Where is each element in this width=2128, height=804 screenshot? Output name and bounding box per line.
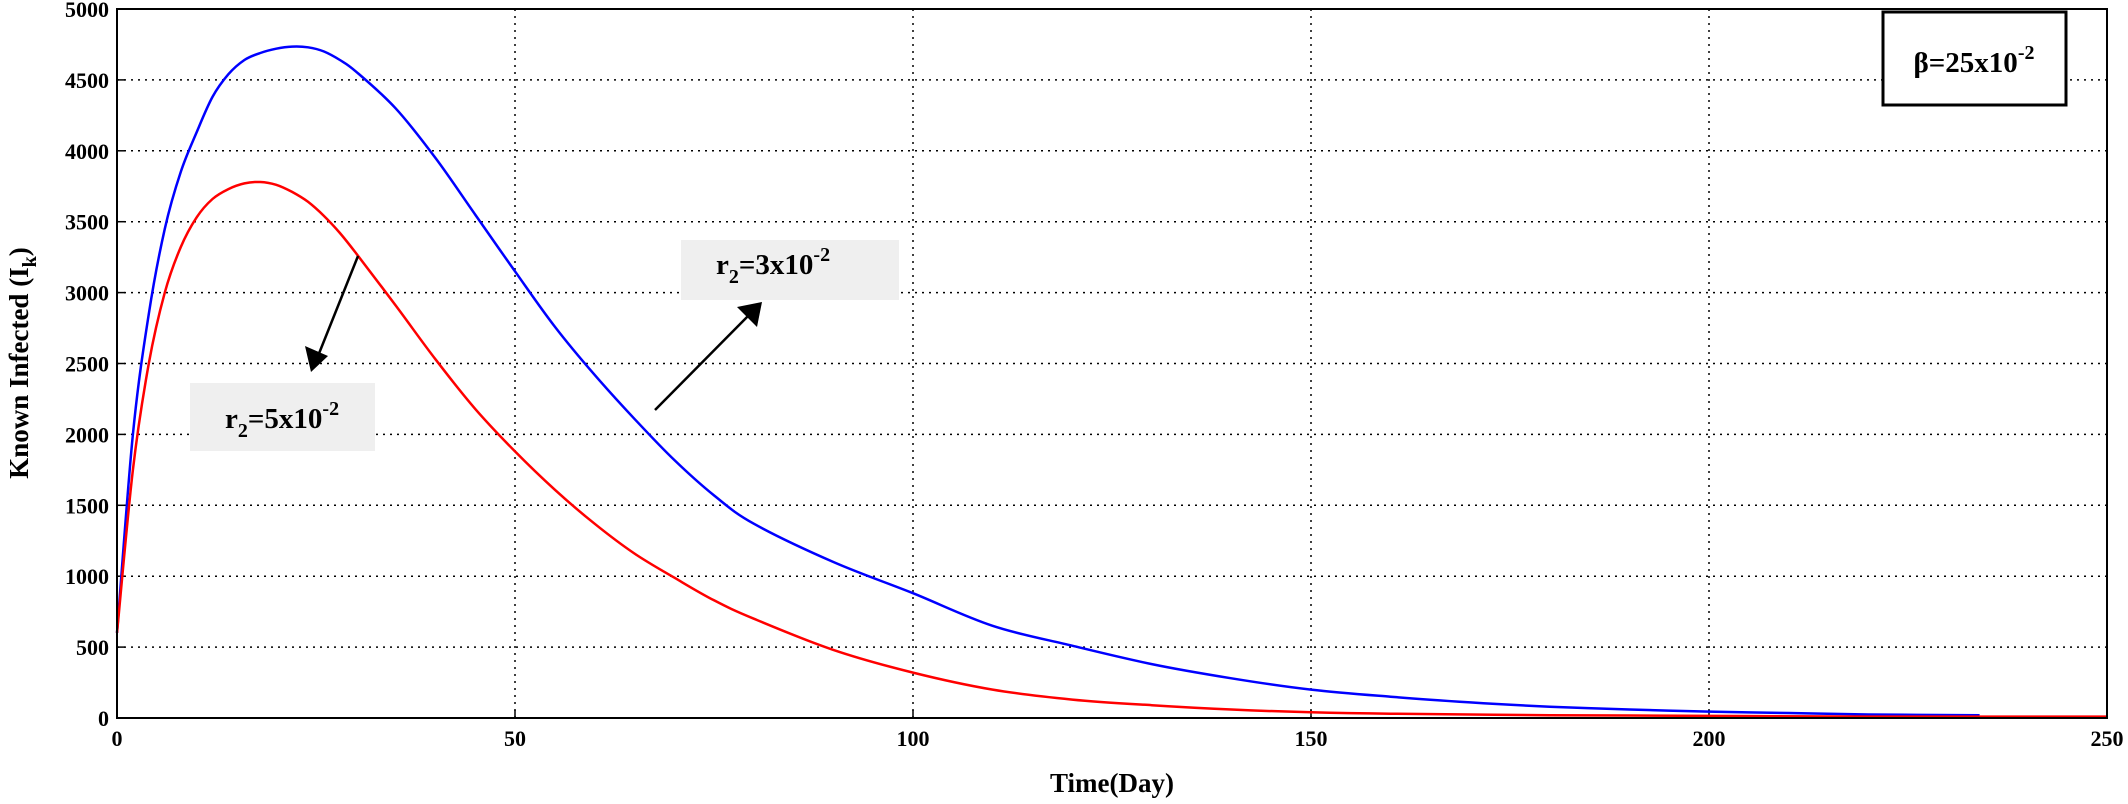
parameter-box-text: β=25x10-2 — [1914, 42, 2035, 79]
annotation-arrow-blue — [654, 302, 762, 411]
y-tick-label: 1500 — [65, 493, 109, 518]
annotation-label-blue: r2=3x10-2 — [716, 244, 830, 288]
x-tick-label: 150 — [1295, 726, 1328, 751]
y-tick-label: 2000 — [65, 422, 109, 447]
x-tick-label: 100 — [897, 726, 930, 751]
y-tick-label: 3500 — [65, 210, 109, 235]
y-tick-label: 4500 — [65, 68, 109, 93]
x-axis-title: Time(Day) — [1050, 768, 1174, 798]
x-tick-label: 200 — [1693, 726, 1726, 751]
x-tick-label: 50 — [504, 726, 526, 751]
annotation-bg-red — [190, 383, 375, 451]
y-tick-labels: 0 500 1000 1500 2000 2500 3000 3500 4000 4500 5000 — [65, 0, 109, 731]
y-tick-label: 1000 — [65, 564, 109, 589]
y-tick-label: 2500 — [65, 352, 109, 377]
annotation-arrow-red — [305, 255, 360, 372]
y-tick-label: 3000 — [65, 281, 109, 306]
x-tick-label: 0 — [112, 726, 123, 751]
series-line-blue — [115, 45, 1980, 717]
x-tick-labels: 0 50 100 150 200 250 — [112, 726, 2124, 751]
annotation-label-red: r2=5x10-2 — [225, 398, 339, 442]
y-tick-label: 5000 — [65, 0, 109, 22]
y-tick-label: 0 — [98, 706, 109, 731]
plot-frame — [116, 8, 2108, 719]
series-line-red — [115, 180, 2108, 718]
y-tick-label: 4000 — [65, 139, 109, 164]
parameter-box — [1881, 10, 2068, 107]
data-lines — [115, 45, 2108, 718]
y-tick-label: 500 — [76, 635, 109, 660]
y-axis-title: Known Infected (Ik) — [4, 247, 41, 479]
annotation-bg-blue — [681, 240, 899, 300]
x-tick-label: 250 — [2091, 726, 2124, 751]
